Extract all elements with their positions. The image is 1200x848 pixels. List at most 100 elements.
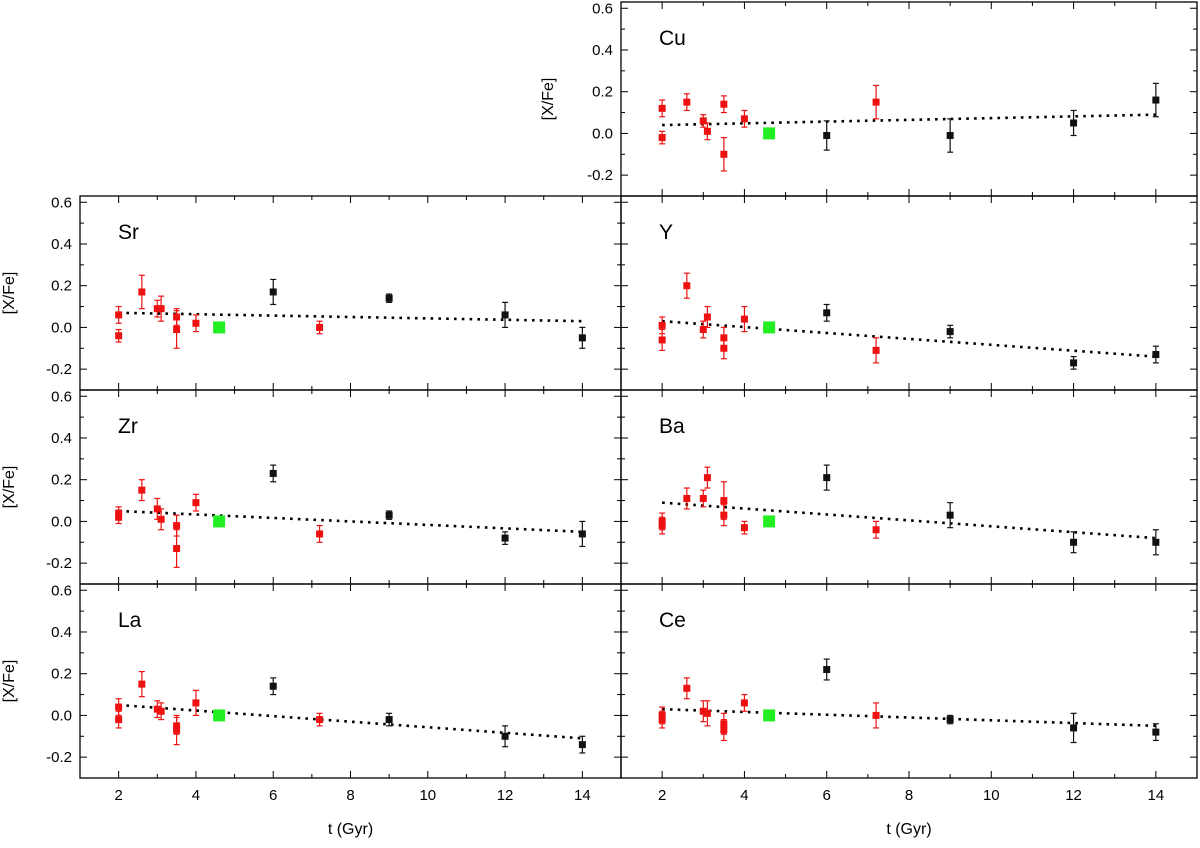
red-data-point bbox=[699, 117, 707, 125]
red-data-point bbox=[173, 326, 181, 334]
y-tick-label: 0.0 bbox=[592, 125, 613, 142]
red-data-point bbox=[872, 711, 880, 719]
red-data-point bbox=[658, 321, 666, 329]
black-data-point bbox=[946, 328, 954, 336]
y-tick-label: -0.2 bbox=[587, 167, 613, 184]
sun-marker bbox=[763, 321, 776, 334]
x-tick-label: 4 bbox=[192, 787, 200, 804]
x-tick-label: 2 bbox=[114, 787, 122, 804]
sun-marker bbox=[213, 515, 226, 528]
red-data-point bbox=[720, 150, 728, 158]
y-axis-title: [X/Fe] bbox=[1, 272, 18, 315]
black-data-point bbox=[269, 469, 277, 477]
red-data-point bbox=[153, 505, 161, 513]
black-data-point bbox=[578, 530, 586, 538]
black-data-point bbox=[946, 716, 954, 724]
black-data-point bbox=[946, 132, 954, 140]
black-data-point bbox=[385, 511, 393, 519]
panel-label-la: La bbox=[118, 609, 142, 632]
sun-marker bbox=[763, 709, 776, 722]
black-data-point bbox=[1152, 538, 1160, 546]
black-data-point bbox=[1152, 728, 1160, 736]
y-tick-label: 0.4 bbox=[51, 236, 72, 253]
red-data-point bbox=[683, 98, 691, 106]
red-data-point bbox=[703, 709, 711, 717]
red-data-point bbox=[683, 494, 691, 502]
red-data-point bbox=[153, 705, 161, 713]
x-tick-label: 10 bbox=[983, 787, 1000, 804]
y-tick-label: 0.2 bbox=[51, 278, 72, 295]
black-data-point bbox=[501, 311, 509, 319]
panel-label-sr: Sr bbox=[118, 221, 139, 244]
panel-label-y: Y bbox=[659, 221, 673, 244]
y-tick-label: 0.2 bbox=[592, 84, 613, 101]
red-data-point bbox=[173, 545, 181, 553]
y-axis-title: [X/Fe] bbox=[540, 78, 557, 121]
red-data-point bbox=[720, 497, 728, 505]
red-data-point bbox=[703, 127, 711, 135]
panel-label-cu: Cu bbox=[659, 27, 686, 50]
black-data-point bbox=[946, 511, 954, 519]
red-data-point bbox=[658, 522, 666, 530]
red-data-point bbox=[157, 305, 165, 313]
red-data-point bbox=[740, 115, 748, 123]
y-tick-label: 0.0 bbox=[51, 513, 72, 530]
black-data-point bbox=[1152, 351, 1160, 359]
red-data-point bbox=[683, 282, 691, 290]
y-tick-label: -0.2 bbox=[46, 749, 72, 766]
red-data-point bbox=[703, 313, 711, 321]
black-data-point bbox=[501, 534, 509, 542]
black-data-point bbox=[1152, 96, 1160, 104]
black-data-point bbox=[385, 716, 393, 724]
sun-marker bbox=[763, 515, 776, 528]
black-data-point bbox=[823, 666, 831, 674]
red-data-point bbox=[192, 499, 200, 507]
y-tick-label: 0.2 bbox=[51, 472, 72, 489]
red-data-point bbox=[157, 707, 165, 715]
red-data-point bbox=[658, 134, 666, 142]
red-data-point bbox=[658, 336, 666, 344]
sun-marker bbox=[213, 709, 226, 722]
y-axis-title: [X/Fe] bbox=[1, 660, 18, 703]
black-data-point bbox=[1070, 359, 1078, 367]
red-data-point bbox=[115, 513, 123, 521]
black-data-point bbox=[1070, 119, 1078, 127]
x-tick-label: 6 bbox=[823, 787, 831, 804]
panel-label-ce: Ce bbox=[659, 609, 686, 632]
x-tick-label: 14 bbox=[574, 787, 591, 804]
red-data-point bbox=[138, 486, 146, 494]
y-tick-label: 0.6 bbox=[51, 582, 72, 599]
black-data-point bbox=[501, 732, 509, 740]
x-tick-label: 8 bbox=[346, 787, 354, 804]
x-axis-title: t (Gyr) bbox=[886, 821, 931, 838]
x-tick-label: 14 bbox=[1148, 787, 1165, 804]
red-data-point bbox=[192, 699, 200, 707]
y-tick-label: 0.6 bbox=[51, 194, 72, 211]
x-axis-title: t (Gyr) bbox=[328, 821, 373, 838]
red-data-point bbox=[872, 98, 880, 106]
red-data-point bbox=[699, 494, 707, 502]
red-data-point bbox=[173, 522, 181, 530]
y-tick-label: 0.0 bbox=[51, 319, 72, 336]
black-data-point bbox=[269, 682, 277, 690]
black-data-point bbox=[1070, 538, 1078, 546]
x-tick-label: 12 bbox=[497, 787, 514, 804]
red-data-point bbox=[740, 315, 748, 323]
y-tick-label: 0.4 bbox=[51, 624, 72, 641]
red-data-point bbox=[658, 104, 666, 112]
x-tick-label: 2 bbox=[658, 787, 666, 804]
red-data-point bbox=[138, 680, 146, 688]
red-data-point bbox=[115, 716, 123, 724]
black-data-point bbox=[1070, 724, 1078, 732]
black-data-point bbox=[578, 741, 586, 749]
red-data-point bbox=[658, 716, 666, 724]
x-tick-label: 6 bbox=[269, 787, 277, 804]
red-data-point bbox=[699, 326, 707, 334]
red-data-point bbox=[115, 332, 123, 340]
red-data-point bbox=[153, 305, 161, 313]
red-data-point bbox=[740, 524, 748, 532]
y-tick-label: 0.0 bbox=[51, 707, 72, 724]
sun-marker bbox=[763, 127, 776, 140]
red-data-point bbox=[703, 474, 711, 482]
